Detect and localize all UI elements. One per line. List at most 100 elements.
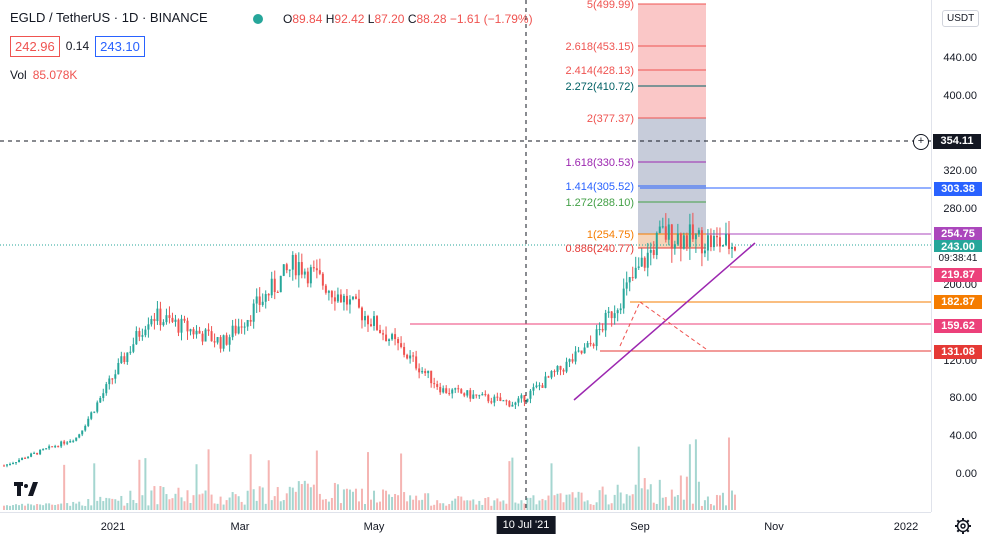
volume-bar bbox=[198, 494, 201, 510]
volume-bar bbox=[207, 449, 210, 510]
volume-bar bbox=[697, 481, 700, 510]
time-tick-label: 2022 bbox=[893, 521, 919, 533]
volume-bar bbox=[394, 493, 397, 510]
candle-body bbox=[430, 370, 433, 384]
candle-body bbox=[105, 384, 108, 394]
price-chart[interactable]: 5(499.99) 2.618(453.15) 2.414(428.13) 2.272… bbox=[0, 0, 931, 512]
candle-body bbox=[637, 266, 640, 268]
candle-body bbox=[150, 318, 153, 325]
high-label: H bbox=[325, 12, 335, 26]
candle-body bbox=[159, 308, 162, 326]
volume-bar bbox=[24, 505, 27, 510]
volume-bar bbox=[466, 500, 469, 510]
projection-line bbox=[639, 301, 707, 350]
tradingview-logo[interactable] bbox=[14, 482, 38, 496]
volume-bar bbox=[619, 492, 622, 510]
candle-body bbox=[418, 368, 421, 373]
candle-body bbox=[123, 356, 126, 362]
volume-bar bbox=[120, 495, 123, 510]
volume-bar bbox=[117, 500, 120, 510]
volume-bar bbox=[646, 489, 649, 510]
volume-bar bbox=[180, 497, 183, 510]
volume-bar bbox=[93, 463, 96, 510]
volume-bar bbox=[388, 494, 391, 510]
candle-body bbox=[649, 250, 652, 253]
volume-bar bbox=[195, 464, 198, 510]
chart-area[interactable]: 5(499.99) 2.618(453.15) 2.414(428.13) 2.272… bbox=[0, 0, 931, 512]
candle-body bbox=[406, 354, 409, 359]
fib-level-label: 2.414(428.13) bbox=[566, 65, 635, 77]
candle-body bbox=[667, 224, 670, 240]
price-axis[interactable]: USDT 440.00 400.00 320.00 280.00 200.00 120.0… bbox=[931, 0, 984, 512]
candle-body bbox=[463, 393, 466, 396]
candle-body bbox=[727, 233, 730, 249]
volume-bar bbox=[327, 501, 330, 510]
volume-bar bbox=[490, 505, 493, 510]
candle-body bbox=[472, 394, 475, 399]
currency-button[interactable]: USDT bbox=[942, 10, 980, 27]
candle-body bbox=[508, 401, 511, 407]
price-tick-label: 0.00 bbox=[955, 468, 977, 480]
volume-bar bbox=[366, 452, 369, 510]
candle-body bbox=[382, 333, 385, 335]
candle-body bbox=[586, 343, 589, 348]
volume-bar bbox=[376, 502, 379, 510]
volume-bar bbox=[159, 486, 162, 510]
candle-body bbox=[285, 264, 288, 271]
time-tick-label: Nov bbox=[764, 521, 784, 533]
ask-button[interactable]: 243.10 bbox=[95, 35, 145, 57]
candle-body bbox=[192, 329, 195, 335]
symbol-legend[interactable]: EGLD / TetherUS · 1D · BINANCE bbox=[10, 10, 208, 25]
symbol-title[interactable]: EGLD / TetherUS · 1D · BINANCE bbox=[10, 10, 208, 25]
volume-bar bbox=[231, 492, 234, 510]
close-value: 88.28 bbox=[416, 12, 447, 26]
candle-body bbox=[388, 339, 391, 342]
candle-body bbox=[652, 250, 655, 256]
candle-body bbox=[673, 244, 676, 249]
candle-body bbox=[198, 330, 201, 334]
volume-bar bbox=[433, 504, 436, 510]
candle-body bbox=[27, 456, 30, 459]
volume-bar bbox=[147, 505, 150, 510]
candle-body bbox=[126, 352, 129, 362]
candle-body bbox=[538, 385, 541, 387]
volume-bar bbox=[631, 494, 634, 510]
price-tick-label: 440.00 bbox=[943, 52, 977, 64]
volume-bar bbox=[703, 500, 706, 510]
candle-body bbox=[168, 315, 171, 318]
bid-button[interactable]: 242.96 bbox=[10, 35, 60, 57]
candle-body bbox=[445, 388, 448, 394]
volume-bar bbox=[451, 500, 454, 510]
candle-body bbox=[327, 291, 330, 293]
candle-body bbox=[517, 398, 520, 403]
settings-gear-icon[interactable] bbox=[954, 517, 972, 535]
volume-bar bbox=[448, 504, 451, 510]
candle-body bbox=[57, 446, 60, 448]
candle-body bbox=[357, 298, 360, 308]
volume-bar bbox=[297, 481, 300, 510]
candle-body bbox=[321, 273, 324, 286]
candle-body bbox=[559, 365, 562, 370]
volume-bar bbox=[730, 490, 733, 510]
fib-level-label: 1.618(330.53) bbox=[566, 157, 635, 169]
volume-bar bbox=[300, 484, 303, 510]
volume-bar bbox=[676, 495, 679, 510]
candle-body bbox=[252, 303, 255, 322]
volume-bar bbox=[559, 493, 562, 510]
candle-body bbox=[360, 307, 363, 321]
volume-bar bbox=[478, 500, 481, 510]
add-alert-icon[interactable]: + bbox=[913, 134, 929, 150]
volume-bar bbox=[409, 495, 412, 510]
candle-body bbox=[496, 396, 499, 398]
candle-body bbox=[132, 344, 135, 352]
candle-body bbox=[370, 324, 373, 326]
volume-bar bbox=[33, 505, 36, 510]
volume-bar bbox=[658, 479, 661, 510]
candle-body bbox=[571, 359, 574, 362]
volume-bar bbox=[15, 504, 18, 510]
volume-bar bbox=[553, 495, 556, 510]
volume-bar bbox=[294, 491, 297, 510]
time-axis[interactable]: 2021 Mar May Sep Nov 2022 10 Jul '21 bbox=[0, 512, 931, 544]
volume-bar bbox=[499, 501, 502, 510]
candle-body bbox=[535, 385, 538, 388]
